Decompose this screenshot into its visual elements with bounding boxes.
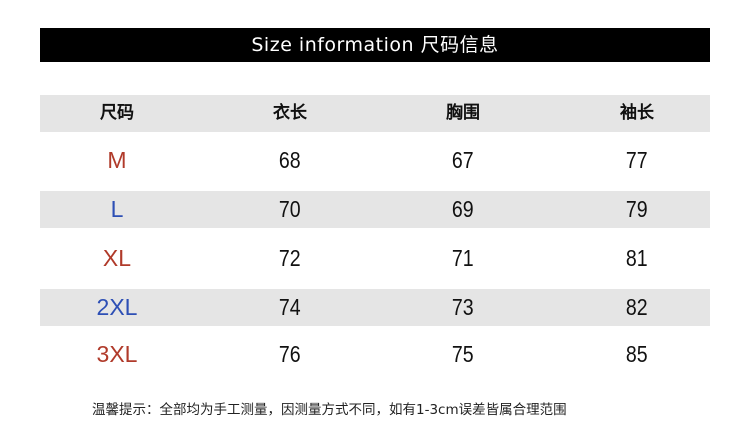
header-chest: 胸围 xyxy=(446,103,480,123)
cell-sleeve: 79 xyxy=(567,191,707,228)
cell-chest: 71 xyxy=(393,240,533,277)
length-value: 70 xyxy=(279,196,301,222)
table-row: L 70 69 79 xyxy=(40,191,710,228)
header-length: 衣长 xyxy=(273,103,307,123)
cell-size: L xyxy=(47,191,187,228)
sleeve-value: 77 xyxy=(626,147,648,173)
length-value: 68 xyxy=(279,147,301,173)
cell-sleeve: 82 xyxy=(567,289,707,326)
size-value: 3XL xyxy=(96,341,138,367)
chest-value: 75 xyxy=(452,341,474,367)
cell-size: M xyxy=(47,142,187,179)
table-row: XL 72 71 81 xyxy=(40,240,710,277)
cell-sleeve: 85 xyxy=(567,336,707,373)
table-row: 2XL 74 73 82 xyxy=(40,289,710,326)
table-row: 3XL 76 75 85 xyxy=(40,336,710,373)
table-header: 尺码 衣长 胸围 袖长 xyxy=(40,95,710,132)
cell-chest: 73 xyxy=(393,289,533,326)
sleeve-value: 82 xyxy=(626,294,648,320)
header-size: 尺码 xyxy=(100,103,134,123)
cell-length: 74 xyxy=(220,289,360,326)
cell-size: 3XL xyxy=(47,336,187,373)
size-value: XL xyxy=(102,245,132,271)
length-value: 72 xyxy=(279,245,301,271)
sleeve-value: 85 xyxy=(626,341,648,367)
chest-value: 73 xyxy=(452,294,474,320)
cell-chest: 75 xyxy=(393,336,533,373)
page-title: Size information 尺码信息 xyxy=(40,28,710,62)
header-sleeve: 袖长 xyxy=(620,103,654,123)
cell-sleeve: 77 xyxy=(567,142,707,179)
cell-length: 70 xyxy=(220,191,360,228)
cell-length: 72 xyxy=(220,240,360,277)
sleeve-value: 81 xyxy=(626,245,648,271)
sleeve-value: 79 xyxy=(626,196,648,222)
cell-size: XL xyxy=(47,240,187,277)
cell-chest: 69 xyxy=(393,191,533,228)
cell-sleeve: 81 xyxy=(567,240,707,277)
chest-value: 67 xyxy=(452,147,474,173)
measurement-note: 温馨提示：全部均为手工测量，因测量方式不同，如有1-3cm误差皆属合理范围 xyxy=(92,402,567,418)
cell-length: 76 xyxy=(220,336,360,373)
length-value: 74 xyxy=(279,294,301,320)
table-row: M 68 67 77 xyxy=(40,142,710,179)
cell-length: 68 xyxy=(220,142,360,179)
size-value: 2XL xyxy=(96,294,138,320)
length-value: 76 xyxy=(279,341,301,367)
cell-chest: 67 xyxy=(393,142,533,179)
chest-value: 71 xyxy=(452,245,474,271)
chest-value: 69 xyxy=(452,196,474,222)
cell-size: 2XL xyxy=(47,289,187,326)
size-value: L xyxy=(110,196,124,222)
size-value: M xyxy=(107,147,127,173)
